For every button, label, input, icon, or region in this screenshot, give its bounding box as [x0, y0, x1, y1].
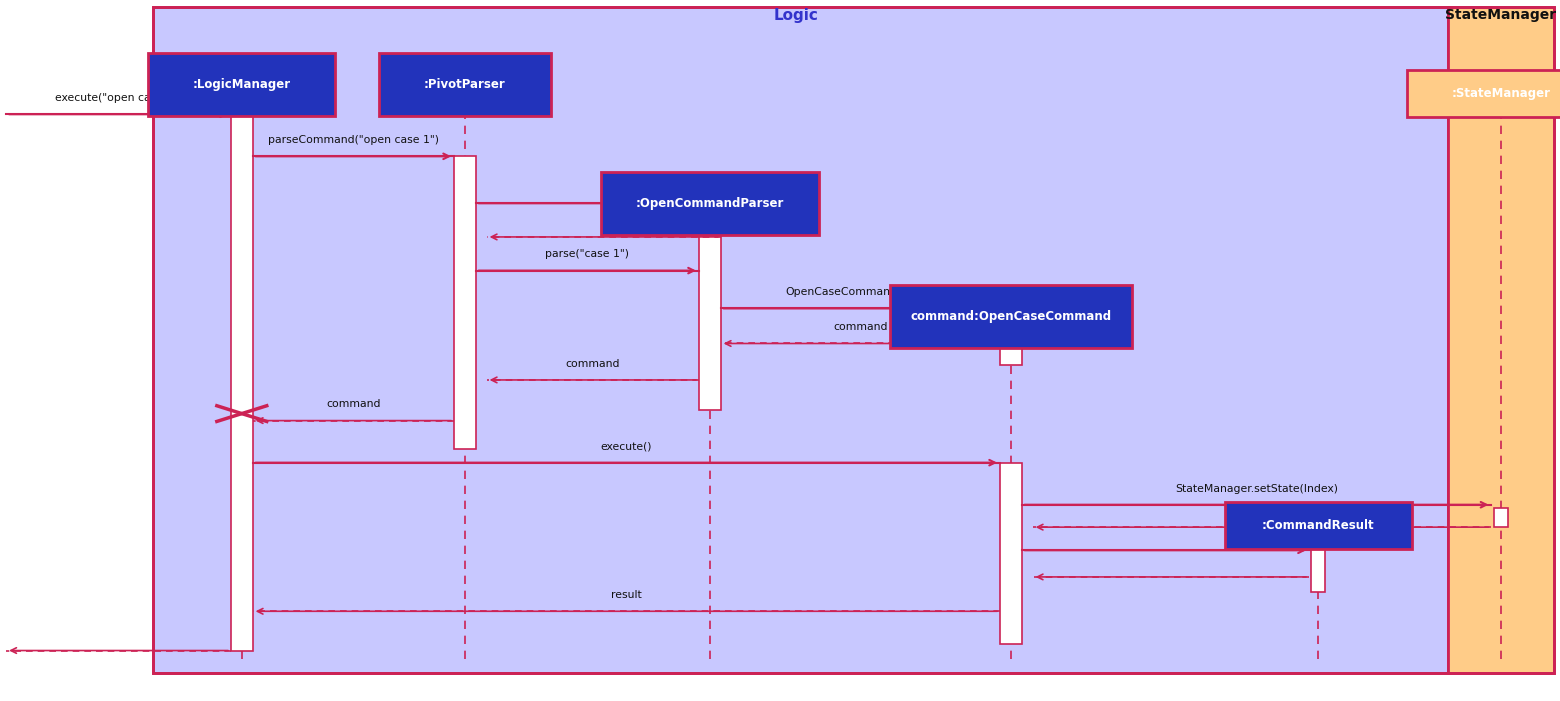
- Text: parse("case 1"): parse("case 1"): [546, 250, 629, 259]
- Text: execute("open case 1"): execute("open case 1"): [55, 93, 183, 103]
- Bar: [1000, 317, 1022, 365]
- Bar: [889, 285, 1133, 348]
- Bar: [1448, 7, 1554, 673]
- Text: StateManager: StateManager: [1445, 8, 1557, 22]
- Text: :LogicManager: :LogicManager: [193, 78, 290, 90]
- Bar: [699, 203, 721, 410]
- Text: parseCommand("open case 1"): parseCommand("open case 1"): [268, 135, 438, 145]
- Bar: [1000, 463, 1022, 644]
- Bar: [231, 114, 253, 651]
- Text: execute(): execute(): [601, 442, 652, 451]
- Text: command:OpenCaseCommand: command:OpenCaseCommand: [911, 311, 1111, 323]
- Text: Logic: Logic: [774, 8, 817, 23]
- Text: StateManager.setState(Index): StateManager.setState(Index): [1175, 484, 1338, 494]
- Text: :OpenCommandParser: :OpenCommandParser: [635, 197, 785, 210]
- Text: :PivotParser: :PivotParser: [424, 78, 505, 90]
- Bar: [153, 7, 1554, 673]
- Text: result: result: [612, 590, 641, 600]
- Text: :StateManager: :StateManager: [1451, 87, 1551, 100]
- Text: command: command: [566, 359, 619, 369]
- Bar: [153, 7, 1448, 673]
- Text: command: command: [326, 400, 381, 409]
- Bar: [148, 53, 335, 116]
- Text: command: command: [833, 322, 888, 332]
- Text: OpenCaseCommand(index): OpenCaseCommand(index): [785, 287, 936, 297]
- Bar: [601, 172, 819, 235]
- Text: :CommandResult: :CommandResult: [1262, 519, 1374, 532]
- Bar: [1407, 70, 1560, 117]
- Bar: [1225, 502, 1412, 550]
- Bar: [1494, 508, 1507, 527]
- Bar: [1310, 545, 1326, 592]
- Bar: [454, 156, 476, 449]
- Bar: [379, 53, 551, 116]
